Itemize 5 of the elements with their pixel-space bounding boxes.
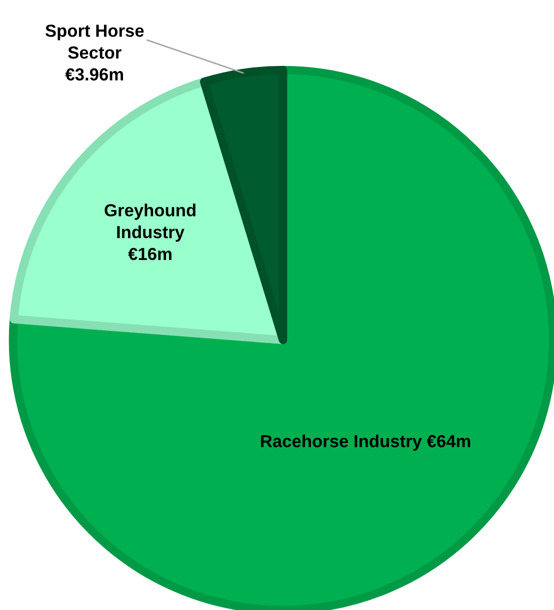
slice-label: Racehorse Industry €64m [261, 434, 470, 451]
data-label: €16m [128, 248, 172, 260]
slice-label: Greyhound Industry [104, 204, 196, 242]
data-label: €3.96m [65, 68, 124, 81]
slice-label: Sport Horse Sector [45, 24, 144, 59]
